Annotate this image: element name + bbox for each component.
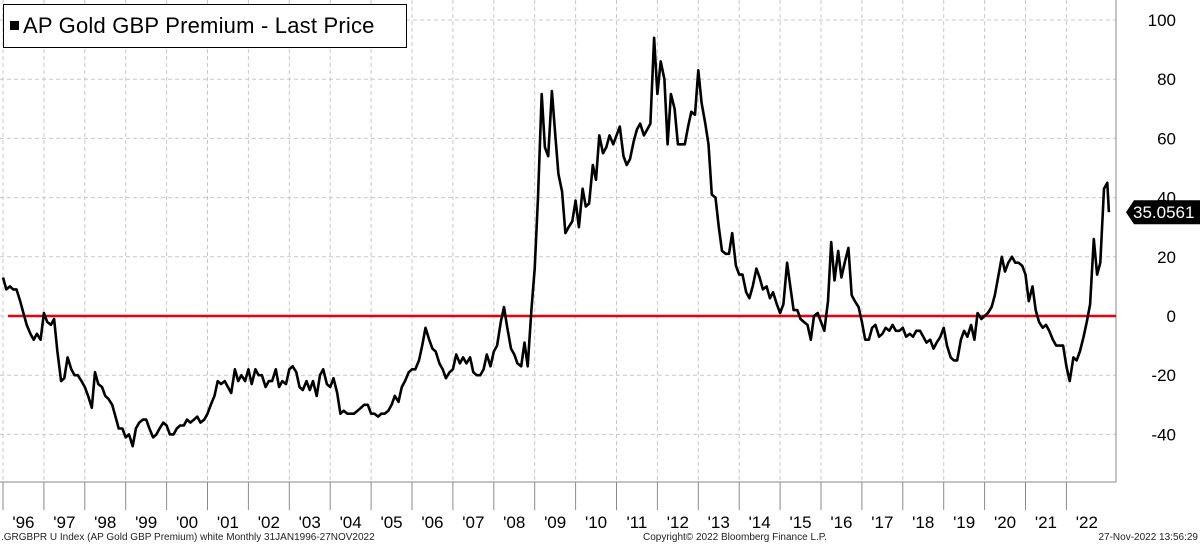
x-tick-label: '02 <box>258 513 280 532</box>
x-tick-label: '07 <box>462 513 484 532</box>
x-tick-label: '10 <box>585 513 607 532</box>
last-price-value: 35.0561 <box>1133 203 1194 222</box>
x-tick-label: '12 <box>667 513 689 532</box>
x-tick-label: '13 <box>708 513 730 532</box>
legend: AP Gold GBP Premium - Last Price <box>3 4 407 48</box>
x-tick-label: '20 <box>994 513 1016 532</box>
x-tick-label: '15 <box>789 513 811 532</box>
x-tick-label: '22 <box>1076 513 1098 532</box>
x-tick-label: '08 <box>503 513 525 532</box>
footer-copyright: Copyright© 2022 Bloomberg Finance L.P. <box>643 532 827 543</box>
x-tick-label: '01 <box>217 513 239 532</box>
footer: .GRGBPR U Index (AP Gold GBP Premium) wh… <box>0 531 1200 546</box>
y-tick-label: 100 <box>1148 11 1176 30</box>
gold-premium-series-line <box>1 36 1111 448</box>
x-tick-label: '19 <box>953 513 975 532</box>
x-tick-label: '21 <box>1035 513 1057 532</box>
y-tick-label: -20 <box>1151 366 1176 385</box>
x-tick-label: '00 <box>176 513 198 532</box>
x-tick-label: '11 <box>626 513 647 532</box>
footer-index-info: .GRGBPR U Index (AP Gold GBP Premium) wh… <box>1 532 375 543</box>
x-tick-label: '14 <box>749 513 771 532</box>
x-tick-label: '17 <box>871 513 893 532</box>
x-tick-label: '06 <box>421 513 443 532</box>
y-tick-label: 60 <box>1157 129 1176 148</box>
x-tick-label: '97 <box>53 513 75 532</box>
x-tick-label: '05 <box>380 513 402 532</box>
x-tick-label: '03 <box>299 513 321 532</box>
x-tick-label: '09 <box>544 513 566 532</box>
gridlines <box>0 0 1117 510</box>
y-tick-label: 80 <box>1157 70 1176 89</box>
y-tick-label: 0 <box>1167 307 1176 326</box>
last-price-label: 35.0561 <box>1126 200 1200 225</box>
x-tick-label: '99 <box>135 513 157 532</box>
footer-timestamp: 27-Nov-2022 13:56:29 <box>1098 532 1198 543</box>
legend-swatch-icon <box>10 20 19 30</box>
y-tick-label: -40 <box>1151 425 1176 444</box>
y-tick-label: 20 <box>1157 248 1176 267</box>
legend-label: AP Gold GBP Premium - Last Price <box>23 13 375 38</box>
x-tick-label: '16 <box>830 513 852 532</box>
x-tick-label: '96 <box>12 513 34 532</box>
x-tick-label: '04 <box>340 513 362 532</box>
x-tick-label: '98 <box>94 513 116 532</box>
x-tick-label: '18 <box>912 513 934 532</box>
x-axis-ticks: '96 '97 '98 '99 '00 '01 '02 '03 '04 '05 '06 '07 '08 '… <box>12 513 1098 532</box>
